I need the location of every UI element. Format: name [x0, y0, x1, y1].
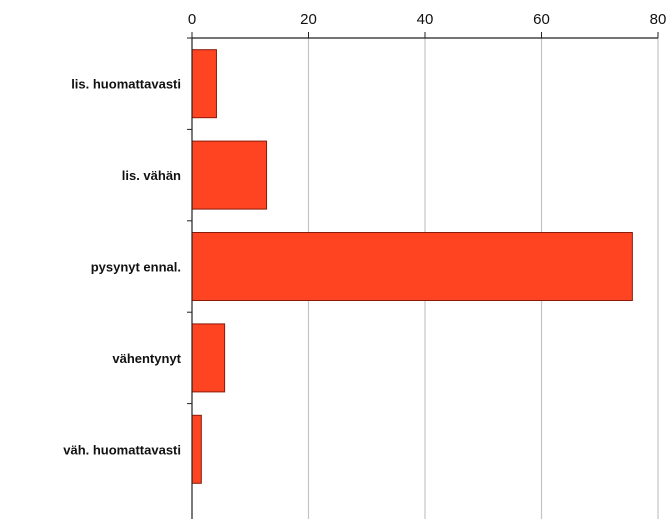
category-label: lis. vähän	[122, 168, 181, 183]
bar	[191, 49, 217, 119]
category-label: pysynyt ennal.	[91, 260, 181, 275]
x-tick-label: 0	[188, 11, 196, 28]
x-tick-label: 80	[650, 11, 667, 28]
axes	[187, 32, 659, 519]
category-label: lis. huomattavasti	[71, 77, 181, 92]
x-tick-label: 60	[533, 11, 550, 28]
bars	[191, 49, 633, 484]
bar	[191, 323, 226, 393]
bar	[191, 140, 268, 210]
x-tick-label: 20	[300, 11, 317, 28]
category-label: väh. huomattavasti	[63, 442, 181, 457]
x-tick-label: 40	[417, 11, 434, 28]
bar	[191, 232, 633, 301]
category-label: vähentynyt	[112, 351, 181, 366]
bar	[191, 414, 202, 484]
labels: 0 20 40 60 80 lis. huomattavasti lis. vähän pys…	[63, 11, 666, 457]
